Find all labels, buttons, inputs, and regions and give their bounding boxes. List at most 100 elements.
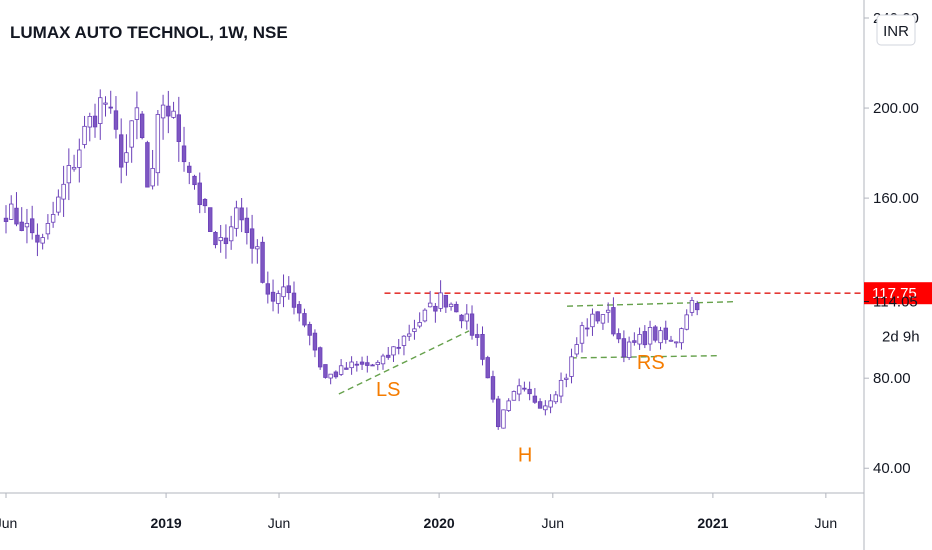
candle xyxy=(590,308,595,336)
candle xyxy=(511,390,517,401)
candle xyxy=(87,112,92,142)
candle xyxy=(443,294,449,313)
x-tick-label: Jun xyxy=(0,515,17,531)
trend-lines-layer xyxy=(338,292,864,395)
candle xyxy=(14,192,19,227)
candle xyxy=(349,356,354,375)
candle xyxy=(496,395,501,430)
chart-title: LUMAX AUTO TECHNOL, 1W, NSE xyxy=(10,23,288,42)
countdown-badge: 2d 9h xyxy=(866,325,928,348)
x-tick-label: 2021 xyxy=(697,515,728,531)
candle xyxy=(674,341,679,348)
candle xyxy=(448,302,454,311)
candle xyxy=(417,312,422,329)
candle xyxy=(249,214,255,264)
candle xyxy=(375,360,380,371)
candle xyxy=(77,138,82,183)
candle xyxy=(632,332,637,346)
candle xyxy=(600,314,606,330)
candle xyxy=(433,303,438,323)
candle xyxy=(323,364,328,379)
candle xyxy=(605,302,611,323)
candle xyxy=(3,205,9,234)
candle xyxy=(386,346,391,360)
candle xyxy=(621,330,627,363)
candle xyxy=(244,207,250,245)
candle xyxy=(218,224,223,253)
candle xyxy=(166,90,171,134)
candle xyxy=(653,325,658,343)
candle xyxy=(134,91,140,140)
candle xyxy=(616,328,621,344)
candle xyxy=(370,363,375,367)
candle xyxy=(516,378,522,402)
candle xyxy=(50,201,56,228)
candle xyxy=(637,327,642,350)
candle xyxy=(469,305,475,340)
candle xyxy=(281,274,286,308)
trend-line-ls-neckline[interactable] xyxy=(338,330,470,395)
trend-line-rs-lower[interactable] xyxy=(570,354,720,359)
annotations-layer: LS H RS xyxy=(376,352,665,466)
candle xyxy=(181,126,187,172)
candle xyxy=(396,339,401,355)
crosshair-price-label: 114.05 xyxy=(873,294,918,311)
candle xyxy=(9,195,14,220)
candle xyxy=(328,373,333,385)
candle xyxy=(626,336,632,361)
candle xyxy=(595,311,600,324)
candle xyxy=(234,200,239,237)
candle xyxy=(24,208,30,244)
candle xyxy=(66,148,72,201)
candle xyxy=(155,109,161,186)
candle xyxy=(45,214,51,240)
annotation-ls: LS xyxy=(376,379,400,401)
candle xyxy=(108,90,113,114)
candle xyxy=(270,279,276,312)
candle xyxy=(359,356,365,370)
candle xyxy=(585,318,590,337)
candle xyxy=(548,394,553,414)
y-tick-label: 200.00 xyxy=(873,100,919,117)
candle xyxy=(317,346,323,370)
candle xyxy=(98,89,103,140)
candle xyxy=(579,321,585,353)
trend-line-rs-upper[interactable] xyxy=(567,300,737,307)
candle xyxy=(506,398,511,412)
candle xyxy=(694,300,700,316)
candle xyxy=(485,355,490,379)
x-tick-label: Jun xyxy=(268,515,291,531)
x-tick-label: Jun xyxy=(815,515,838,531)
candle xyxy=(82,115,87,149)
annotation-rs: RS xyxy=(637,352,665,374)
candle xyxy=(527,381,532,401)
candle xyxy=(475,323,480,346)
candle xyxy=(569,348,574,384)
candle xyxy=(197,172,202,214)
candle xyxy=(113,96,119,139)
candle xyxy=(454,301,459,313)
candle xyxy=(689,296,695,317)
candle xyxy=(160,94,166,140)
candle xyxy=(302,308,307,328)
candle xyxy=(663,320,668,344)
candle xyxy=(543,400,548,416)
currency-button[interactable]: INR xyxy=(876,14,916,46)
candle xyxy=(139,111,145,140)
candle xyxy=(150,149,155,190)
candle xyxy=(668,335,674,342)
candle xyxy=(171,101,176,119)
x-tick-label: Jun xyxy=(542,515,565,531)
candle xyxy=(103,96,108,117)
svg-text:2d 9h: 2d 9h xyxy=(882,329,920,346)
candle xyxy=(459,314,464,329)
candle xyxy=(642,325,648,349)
y-tick-label: 160.00 xyxy=(873,190,919,207)
candle xyxy=(286,276,291,300)
candle xyxy=(647,320,653,351)
candle xyxy=(658,326,663,350)
candle xyxy=(291,281,297,315)
